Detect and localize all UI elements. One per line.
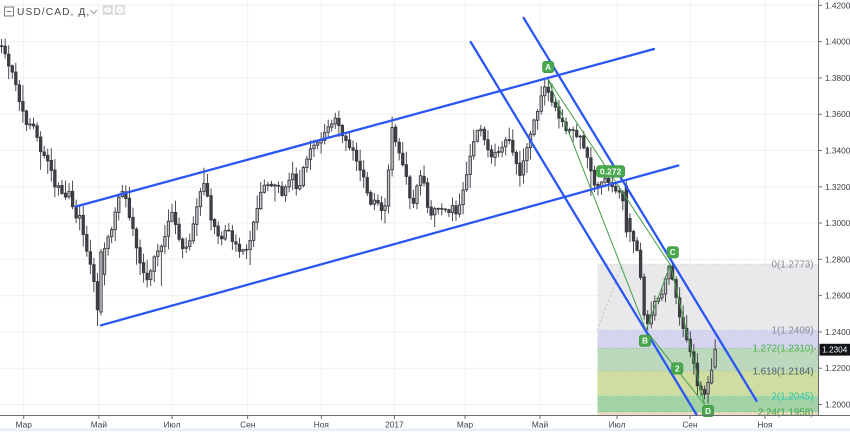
svg-text:1.3400: 1.3400 [825, 146, 850, 156]
svg-text:Сен: Сен [682, 420, 697, 430]
svg-text:1.618(1.2184): 1.618(1.2184) [752, 366, 813, 377]
svg-text:Сен: Сен [240, 420, 255, 430]
svg-text:2.24(1.1958): 2.24(1.1958) [758, 407, 814, 418]
svg-text:2017: 2017 [385, 420, 404, 430]
svg-text:Май: Май [91, 420, 108, 430]
svg-text:1.4200: 1.4200 [825, 0, 850, 10]
svg-text:0(1.2773): 0(1.2773) [772, 260, 814, 271]
svg-text:A: A [545, 63, 551, 72]
svg-text:1(1.2409): 1(1.2409) [772, 326, 814, 337]
svg-text:2: 2 [675, 364, 680, 373]
svg-text:1.2600: 1.2600 [825, 291, 850, 301]
svg-text:1.2200: 1.2200 [825, 363, 850, 373]
svg-text:Ноя: Ноя [757, 420, 772, 430]
svg-text:1.3200: 1.3200 [825, 182, 850, 192]
svg-text:1.2800: 1.2800 [825, 254, 850, 264]
svg-text:Ноя: Ноя [314, 420, 329, 430]
svg-text:Мар: Мар [16, 420, 33, 430]
svg-text:1.3800: 1.3800 [825, 73, 850, 83]
svg-text:1.2304: 1.2304 [822, 345, 847, 354]
svg-text:1.2400: 1.2400 [825, 327, 850, 337]
svg-text:1.4000: 1.4000 [825, 37, 850, 47]
svg-text:Мар: Мар [457, 420, 474, 430]
svg-text:C: C [670, 248, 676, 257]
svg-text:Июл: Июл [609, 420, 626, 430]
svg-text:Июл: Июл [164, 420, 181, 430]
svg-text:B: B [642, 337, 648, 346]
svg-text:1.3600: 1.3600 [825, 109, 850, 119]
svg-text:2(1.2045): 2(1.2045) [772, 392, 814, 403]
svg-text:1.2000: 1.2000 [825, 400, 850, 410]
svg-text:1.272(1.2310): 1.272(1.2310) [752, 344, 813, 355]
svg-text:0.272: 0.272 [600, 166, 622, 176]
svg-text:1.3000: 1.3000 [825, 218, 850, 228]
svg-text:Май: Май [532, 420, 549, 430]
svg-text:D: D [705, 407, 711, 416]
svg-text:USD/CAD, Д,: USD/CAD, Д, [17, 7, 90, 18]
